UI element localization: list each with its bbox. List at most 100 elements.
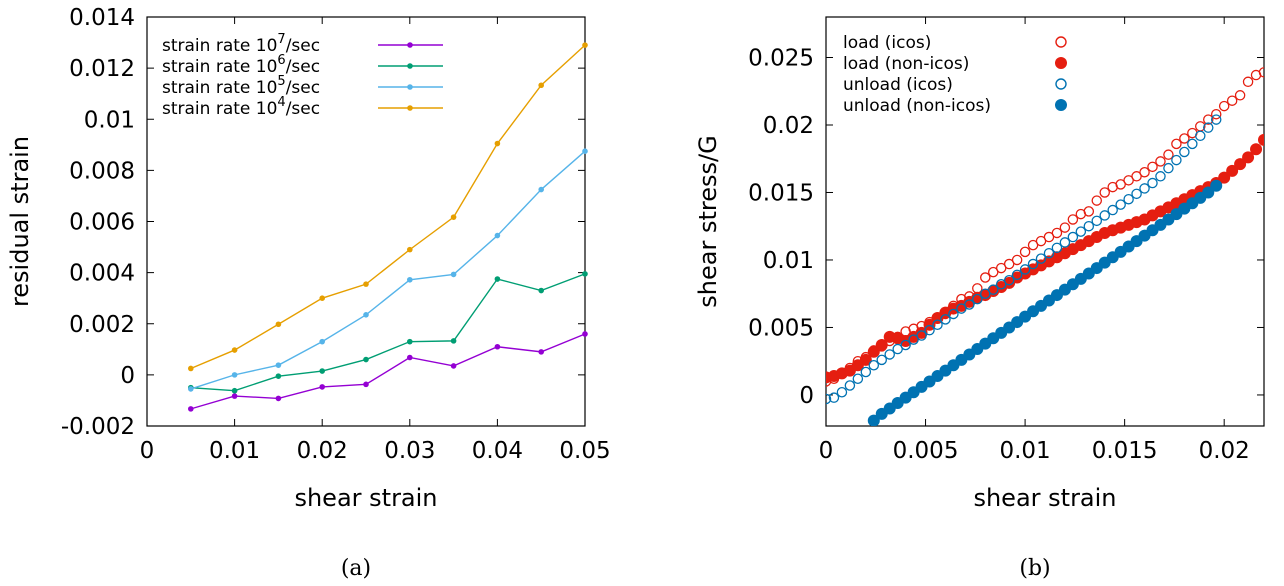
data-point-open [1019, 264, 1031, 275]
data-point [231, 387, 238, 394]
data-point-open [1027, 239, 1039, 251]
data-point-filled [867, 345, 880, 358]
data-point-open [844, 380, 856, 391]
data-point-open [836, 368, 848, 379]
data-point-open [1210, 114, 1222, 125]
data-point-open [980, 288, 991, 299]
data-point-open [1075, 226, 1087, 237]
data-point-open [826, 393, 832, 405]
data-point-open [1147, 161, 1158, 173]
legend-marker-sample [407, 105, 413, 111]
data-point-open [1051, 227, 1063, 239]
data-point-open [900, 339, 911, 351]
data-point-filled [867, 414, 880, 426]
legend-label-exponent: 6 [277, 53, 285, 68]
data-point-open [1139, 183, 1150, 194]
data-point-open [972, 293, 983, 305]
data-point-filled [1258, 133, 1264, 146]
legend-marker-sample [407, 84, 413, 90]
x-tick-label: 0.015 [1092, 438, 1158, 464]
data-point-open [987, 284, 999, 295]
legend-label-text: strain rate 10 [162, 99, 277, 119]
data-point [231, 372, 238, 378]
data-point-open [1155, 171, 1166, 182]
data-point-open [1083, 220, 1095, 232]
data-point-filled [1202, 186, 1215, 199]
data-point-open [1035, 253, 1047, 264]
data-point-open [1187, 138, 1198, 150]
data-point [538, 287, 544, 294]
data-point-open [844, 362, 856, 374]
data-point [188, 406, 194, 412]
y-tick-label: 0.01 [763, 248, 814, 274]
data-point-open [932, 312, 943, 324]
x-tick-label: 0.04 [472, 438, 523, 464]
legend-label: strain rate 106/sec [162, 53, 320, 77]
data-point [319, 384, 326, 390]
legend-label-text: strain rate 10 [162, 57, 277, 77]
data-point-open [1035, 235, 1047, 247]
legend-marker-sample [407, 63, 413, 69]
x-tick-label: 0 [819, 438, 834, 464]
data-point-open [1218, 100, 1230, 112]
legend-label: load (non-icos) [843, 54, 969, 74]
data-point [319, 368, 326, 374]
data-point-open [1234, 90, 1246, 101]
legend-label-exponent: 5 [277, 74, 285, 89]
data-point-open [1242, 76, 1254, 88]
data-point-open [1043, 231, 1055, 243]
data-point [538, 82, 544, 89]
legend-label-unit: /sec [286, 57, 320, 77]
data-point-open [852, 355, 864, 367]
data-point-open [1131, 171, 1142, 182]
data-point [231, 393, 238, 399]
data-point [450, 338, 457, 344]
data-point [275, 395, 282, 402]
data-point-open [1123, 193, 1134, 205]
data-point-filled [1250, 143, 1263, 156]
data-point-open [908, 334, 919, 345]
data-point [538, 349, 544, 355]
legend-label: unload (non-icos) [843, 96, 991, 116]
data-point [363, 381, 369, 388]
data-point [494, 276, 501, 282]
data-point-open [995, 279, 1007, 290]
x-tick-label: 0 [140, 438, 155, 464]
data-point-open [892, 343, 903, 355]
data-point-open [1115, 179, 1126, 190]
x-axis-label: shear strain [294, 484, 437, 512]
data-point-open [1011, 269, 1023, 281]
data-point-open [1226, 95, 1238, 106]
data-point-open [1059, 237, 1071, 248]
x-axis-label: shear strain [973, 484, 1116, 512]
data-point-open [916, 330, 927, 341]
data-point [407, 354, 413, 361]
legend-label: strain rate 107/sec [162, 32, 320, 56]
data-point-open [1203, 122, 1214, 133]
data-point-open [1099, 187, 1110, 198]
legend-label-text: strain rate 10 [162, 36, 277, 56]
data-point-open [1027, 258, 1039, 270]
data-point-open [1107, 204, 1118, 216]
data-point [450, 271, 457, 278]
data-point [494, 140, 501, 147]
y-tick-label: 0.005 [748, 315, 814, 341]
data-point-open [940, 314, 951, 325]
data-point [582, 331, 588, 337]
y-tick-label: 0.02 [763, 113, 814, 139]
y-tick-label: 0.012 [69, 56, 135, 82]
data-point-open [1171, 154, 1182, 166]
data-point-open [1171, 138, 1182, 150]
data-point [494, 232, 501, 239]
legend-label-unit: /sec [286, 36, 320, 56]
legend-marker-sample [407, 42, 413, 48]
panel-caption: (b) [1019, 556, 1050, 581]
data-point-open [995, 262, 1007, 274]
data-point-filled [1226, 164, 1239, 177]
data-point-open [860, 351, 872, 363]
data-point [450, 363, 457, 369]
data-point [407, 246, 413, 253]
legend-label: unload (icos) [843, 75, 953, 95]
data-point-open [1210, 108, 1222, 120]
